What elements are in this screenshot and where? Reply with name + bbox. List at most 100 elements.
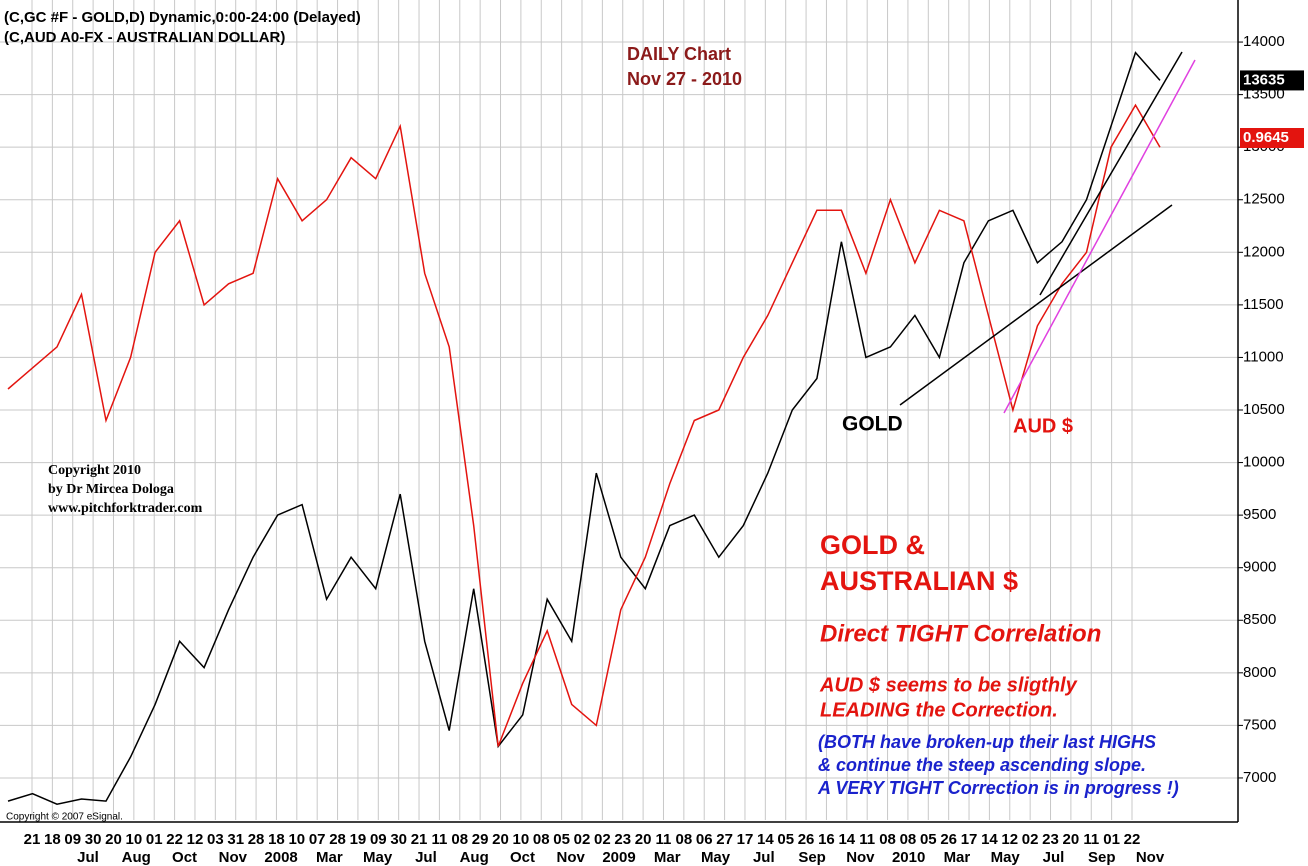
x-tick-label: 26 — [798, 831, 815, 848]
x-tick-label: 30 — [85, 831, 102, 848]
x-tick-label: 02 — [1022, 831, 1039, 848]
axis: 21 18 09 30 20 10 01 22 12 03 31 28 18 10 07 28 19 09 30 21… — [24, 33, 1304, 866]
annotation: AUD $ seems to be sligthly — [819, 674, 1078, 696]
x-month-label: 2008 — [264, 849, 297, 866]
title: DAILY Chart — [627, 44, 731, 64]
x-tick-label: 11 — [1083, 831, 1099, 848]
last-price-box — [1240, 70, 1304, 91]
x-tick-label: 14 — [838, 831, 855, 848]
x-month-label: Nov — [219, 849, 248, 866]
x-month-label: Jul — [77, 849, 99, 866]
x-tick-label: 10 — [513, 831, 530, 848]
y-tick-label: 7500 — [1243, 716, 1276, 733]
x-tick-label: 03 — [207, 831, 224, 848]
x-month-label: May — [363, 849, 393, 866]
x-tick-label: 02 — [594, 831, 611, 848]
x-tick-label: 23 — [1042, 831, 1059, 848]
x-tick-label: 19 — [350, 831, 367, 848]
x-month-label: Aug — [122, 849, 151, 866]
series-line — [7, 51, 1161, 805]
y-tick-label: 8500 — [1243, 611, 1276, 628]
x-tick-label: 31 — [227, 831, 244, 848]
x-month-label: May — [991, 849, 1021, 866]
x-tick-label: 14 — [981, 831, 998, 848]
x-tick-label: 17 — [737, 831, 754, 848]
x-tick-label: 06 — [696, 831, 713, 848]
series-line — [7, 103, 1161, 747]
x-tick-label: 10 — [288, 831, 305, 848]
x-month-label: Oct — [172, 849, 197, 866]
y-tick-label: 9500 — [1243, 506, 1276, 523]
x-tick-label: 02 — [574, 831, 591, 848]
last-price-box — [1240, 128, 1304, 148]
last-price-label: 0.9645 — [1243, 129, 1289, 146]
x-tick-label: 08 — [451, 831, 468, 848]
x-month-label: Mar — [654, 849, 681, 866]
y-tick-label: 9000 — [1243, 559, 1276, 576]
x-tick-label: 08 — [900, 831, 917, 848]
x-tick-label: 26 — [940, 831, 957, 848]
x-tick-label: 23 — [614, 831, 631, 848]
x-tick-label: 05 — [553, 831, 570, 848]
x-tick-label: 28 — [329, 831, 346, 848]
x-month-label: Aug — [460, 849, 489, 866]
x-tick-label: 29 — [472, 831, 489, 848]
subtitle: Nov 27 - 2010 — [627, 69, 742, 89]
x-tick-label: 11 — [431, 831, 447, 848]
y-tick-label: 11500 — [1243, 296, 1284, 313]
x-month-label: 2010 — [892, 849, 925, 866]
annotation: LEADING the Correction. — [820, 699, 1058, 721]
last-price-label: 13635 — [1243, 71, 1285, 88]
x-tick-label: 20 — [105, 831, 122, 848]
x-month-label: Sep — [798, 849, 826, 866]
series-label: AUD $ — [1013, 415, 1073, 437]
x-tick-label: 28 — [248, 831, 265, 848]
x-month-label: Jul — [1043, 849, 1065, 866]
y-tick-label: 8000 — [1243, 664, 1276, 681]
annotation: GOLD & — [820, 530, 925, 560]
annotation: & continue the steep ascending slope. — [818, 755, 1146, 775]
x-tick-label: 22 — [166, 831, 183, 848]
header-line: (C,GC #F - GOLD,D) Dynamic,0:00-24:00 (D… — [4, 9, 361, 26]
copyright: www.pitchforktrader.com — [48, 501, 203, 516]
x-tick-label: 21 — [24, 831, 41, 848]
x-tick-label: 20 — [1063, 831, 1080, 848]
copyright: Copyright 2010 — [48, 463, 141, 478]
x-tick-label: 11 — [656, 831, 672, 848]
x-tick-label: 09 — [370, 831, 387, 848]
series-label: GOLD — [842, 413, 903, 436]
x-tick-label: 05 — [920, 831, 937, 848]
x-month-label: Oct — [510, 849, 535, 866]
copyright: Copyright © 2007 eSignal. — [6, 812, 123, 823]
x-month-label: Sep — [1088, 849, 1116, 866]
y-tick-label: 12000 — [1243, 243, 1285, 260]
x-tick-label: 08 — [879, 831, 896, 848]
y-tick-label: 12500 — [1243, 191, 1285, 208]
trend-line — [1003, 59, 1196, 414]
annotation: (BOTH have broken-up their last HIGHS — [818, 732, 1156, 752]
annotation: A VERY TIGHT Correction is in progress !… — [817, 778, 1179, 798]
x-month-label: Mar — [944, 849, 971, 866]
x-month-label: Jul — [753, 849, 775, 866]
x-tick-label: 18 — [268, 831, 285, 848]
y-tick-label: 7000 — [1243, 769, 1276, 786]
x-month-label: Nov — [557, 849, 586, 866]
x-tick-label: 30 — [390, 831, 407, 848]
series — [7, 51, 1161, 805]
x-tick-label: 16 — [818, 831, 835, 848]
x-month-label: Jul — [415, 849, 437, 866]
x-tick-label: 01 — [146, 831, 163, 848]
x-tick-label: 01 — [1103, 831, 1120, 848]
x-month-label: Nov — [1136, 849, 1165, 866]
x-month-label: May — [701, 849, 731, 866]
x-tick-label: 20 — [635, 831, 652, 848]
x-tick-label: 12 — [187, 831, 204, 848]
x-tick-label: 09 — [64, 831, 81, 848]
x-tick-label: 12 — [1001, 831, 1018, 848]
x-tick-label: 10 — [126, 831, 143, 848]
trend-line — [899, 204, 1173, 406]
grid — [0, 0, 1238, 820]
annotation: Direct TIGHT Correlation — [820, 620, 1101, 647]
